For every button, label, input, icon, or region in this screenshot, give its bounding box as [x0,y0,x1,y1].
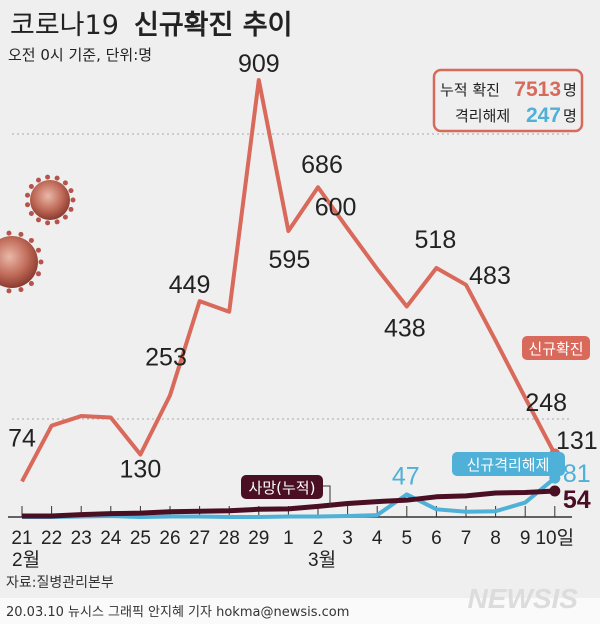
data-label: 130 [120,456,162,484]
legend-released: 신규격리해제 [452,452,565,476]
x-tick-label: 5 [402,528,413,549]
x-tick-label: 21 [11,528,32,549]
data-point [549,485,561,497]
virus-spike [54,219,60,225]
data-label: 600 [315,194,357,222]
released-total-label: 격리해제 [455,107,510,125]
virus-spike [28,281,34,287]
x-tick-label: 27 [189,528,210,549]
data-label: 449 [169,271,211,299]
virus-spike [28,211,34,217]
x-tick-label: 8 [490,528,501,549]
legend-deaths: 사망(누적) [241,475,331,506]
virus-spike [54,175,60,181]
month-label: 3월 [308,549,336,571]
legend-released-label: 신규격리해제 [467,456,550,474]
virus-spike [36,217,41,223]
title-bold: 신규확진 추이 [134,10,292,41]
newsis-logo: NEWSIS [468,583,579,614]
legend-confirmed: 신규확진 [522,336,590,360]
month-label: 2월 [12,549,40,571]
x-tick-label: 3 [342,528,353,549]
virus-spike [45,174,51,180]
x-tick-label: 23 [71,528,92,549]
x-tick-label: 1 [283,528,294,549]
x-tick-label: 10일 [535,527,574,549]
data-label: 909 [238,50,280,78]
x-tick-label: 26 [159,528,180,549]
source-note: 자료:질병관리본부 [6,575,114,591]
summary-box: 누적 확진 7513 명 격리해제 247 명 [432,68,584,133]
data-label: 81 [563,460,591,488]
virus-spike [35,247,41,253]
data-label: 248 [525,389,567,417]
credit-line: 20.03.10 뉴시스 그래픽 안지혜 기자 hokma@newsis.com [6,605,349,620]
data-label: 47 [392,462,420,490]
virus-spike [28,237,34,243]
virus-spike [35,271,41,277]
x-tick-label: 25 [130,528,151,549]
virus-spike [36,177,41,183]
footer-band [0,598,600,624]
legend-deaths-label: 사망(누적) [249,479,316,497]
subtitle: 오전 0시 기준, 단위:명 [8,46,152,64]
virus-spike [68,188,74,194]
data-label: 54 [563,486,591,514]
x-tick-label: 29 [248,528,269,549]
x-tick-label: 22 [41,528,62,549]
data-label: 74 [8,424,36,452]
data-label: 438 [384,314,426,342]
confirmed-total-label: 누적 확진 [440,81,500,99]
data-label: 253 [145,343,187,371]
data-label: 686 [301,151,343,179]
released-total-value: 247 [526,104,561,127]
legend-confirmed-label: 신규확진 [528,340,583,358]
confirmed-total-unit: 명 [563,81,577,99]
virus-spike [18,231,24,237]
virus-spike [62,214,68,220]
virus-spike [25,192,31,198]
data-label: 595 [269,246,311,274]
coronavirus-illustration-icon [0,174,76,294]
x-tick-label: 28 [219,528,240,549]
x-tick-label: 9 [520,528,531,549]
x-tick-label: 2 [313,528,324,549]
virus-spike [68,206,74,212]
virus-spike [6,288,12,294]
data-label: 518 [415,226,457,254]
data-label: 483 [469,262,511,290]
released-total-unit: 명 [563,107,577,125]
virus-spike [38,259,44,265]
virus-spike [25,202,31,208]
x-tick-label: 4 [372,528,383,549]
confirmed-total-value: 7513 [514,78,561,101]
virus-spike [62,180,68,186]
data-label: 131 [556,427,598,455]
virus-spike [70,197,76,203]
virus-spike [6,230,12,236]
x-tick-label: 24 [100,528,122,549]
x-tick-label: 7 [461,528,472,549]
x-tick-label: 6 [431,528,442,549]
title-plain: 코로나19 [10,10,119,41]
virus-spike [28,183,34,189]
virus-spike [45,220,51,226]
virus-spike [18,287,24,293]
